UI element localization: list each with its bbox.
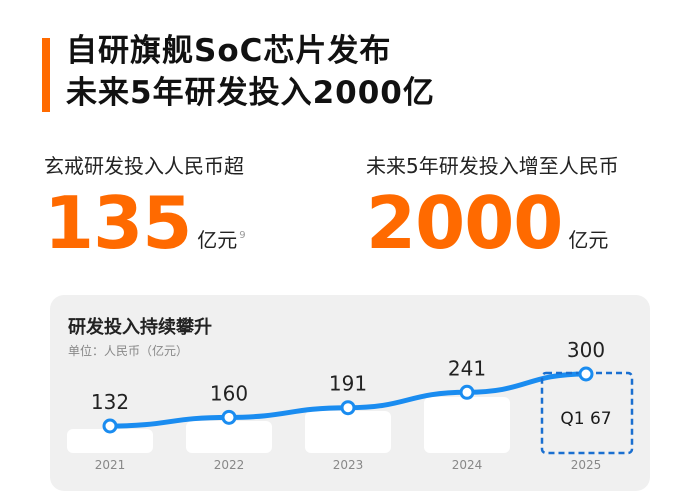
category-label: 2022 [214,458,245,472]
headline-line-1: 自研旗舰SoC芯片发布 [66,33,392,69]
year-card [186,421,272,453]
stat-footnote: 9 [239,230,246,241]
category-label: 2025 [571,458,602,472]
year-card [305,411,391,453]
data-point [340,400,356,416]
annotation-label: Q1 67 [560,409,611,429]
value-label: 191 [329,372,367,396]
chart-title: 研发投入持续攀升 [68,317,212,338]
category-label: 2024 [452,458,483,472]
stat-value: 2000 [366,181,563,265]
headline-line-2: 未来5年研发投入2000亿 [66,75,435,111]
headline-accent-bar [42,38,50,112]
stat-label: 未来5年研发投入增至人民币 [366,154,619,178]
category-label: 2023 [333,458,364,472]
category-label: 2021 [95,458,126,472]
data-point [102,418,118,434]
stat-unit: 亿元 [197,228,238,252]
headline: 自研旗舰SoC芯片发布 未来5年研发投入2000亿 [66,30,435,114]
value-label: 132 [91,390,129,414]
value-label: 241 [448,356,486,380]
stat-label: 玄戒研发投入人民币超 [44,154,244,178]
value-label: 160 [210,381,248,405]
stat-unit: 亿元 [568,228,609,252]
data-point [459,384,475,400]
stat-xring-investment: 玄戒研发投入人民币超 135 亿元 9 [44,150,246,259]
chart-panel: Q1 67 132 2021 160 2022 191 2023 241 2024 300 2025… [50,295,650,491]
rd-investment-chart: Q1 67 132 2021 160 2022 191 2023 241 2024 300 2025 [67,338,634,472]
stat-value: 135 [44,181,192,265]
stat-five-year-investment: 未来5年研发投入增至人民币 2000 亿元 [366,150,619,259]
year-card [424,397,510,453]
value-label: 300 [567,338,605,362]
chart-unit-label: 单位：人民币（亿元） [68,344,189,358]
year-card [67,429,153,453]
data-point [221,409,237,425]
data-point [578,366,594,382]
